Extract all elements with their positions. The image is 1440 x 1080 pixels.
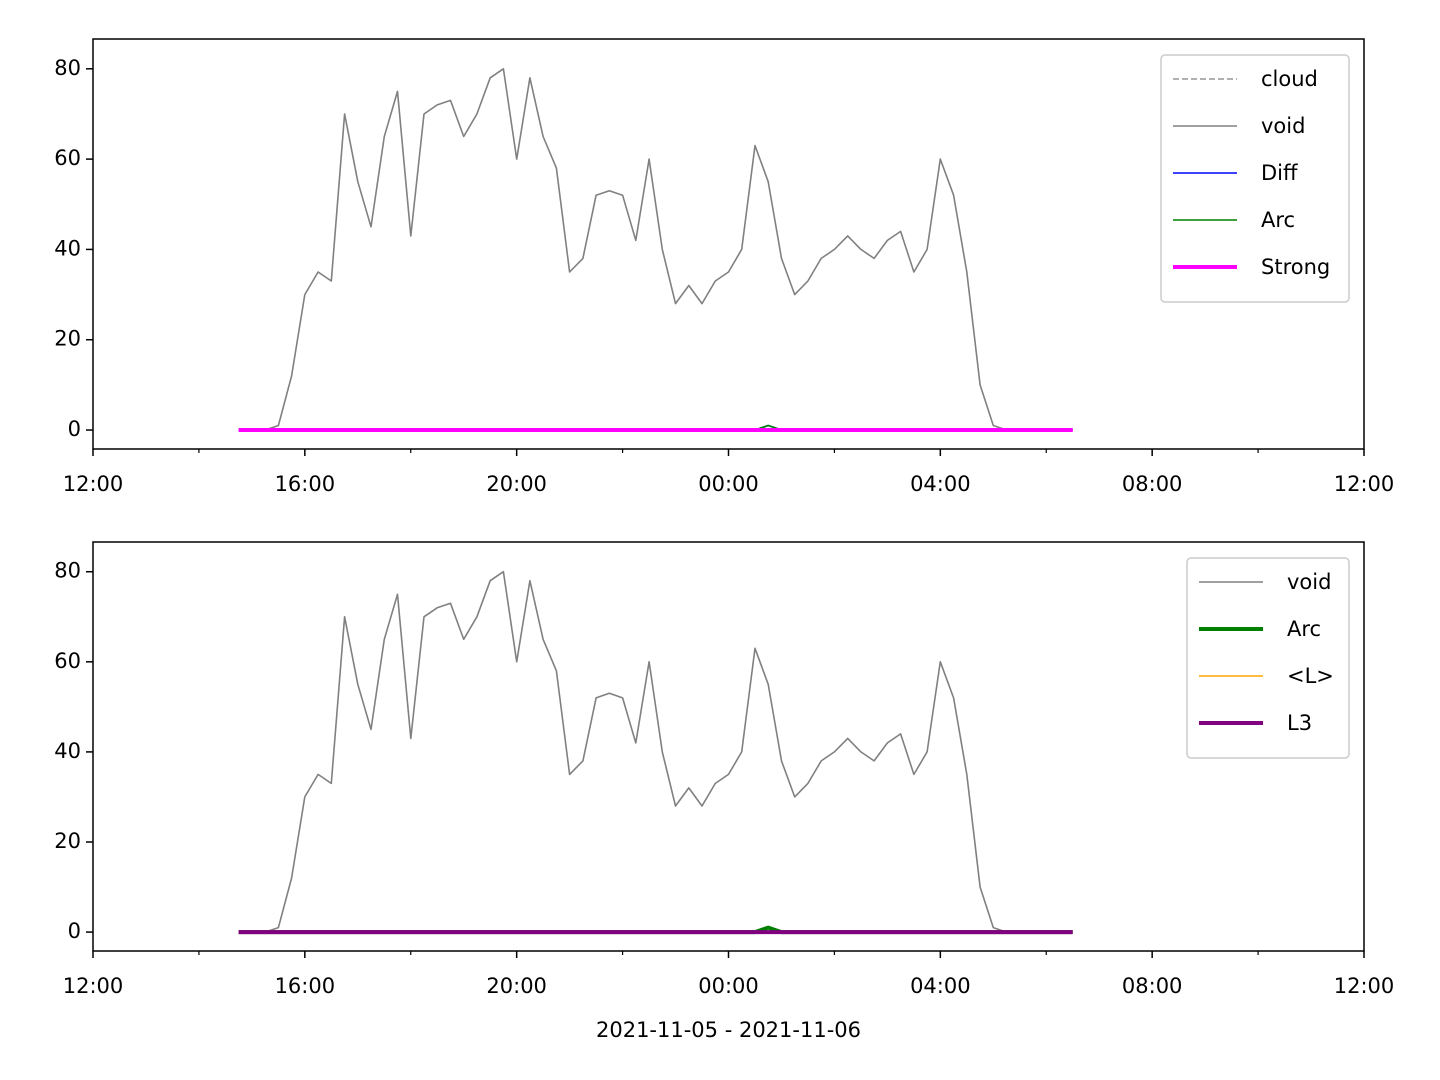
axes-frame	[92, 541, 1365, 952]
legend-label: void	[1287, 570, 1331, 594]
legend-label: void	[1261, 114, 1305, 138]
x-tick-label: 00:00	[698, 974, 759, 998]
x-tick-label: 20:00	[486, 472, 547, 496]
x-tick-label: 04:00	[910, 472, 971, 496]
y-tick-label: 0	[68, 919, 81, 943]
legend-label: L3	[1287, 711, 1312, 735]
legend-box	[1160, 54, 1350, 303]
x-tick-label: 12:00	[63, 472, 124, 496]
legend-label: <L>	[1287, 664, 1334, 688]
series-line	[238, 570, 1073, 933]
legend-label: Diff	[1261, 161, 1298, 185]
x-tick-label: 16:00	[275, 472, 336, 496]
y-tick-label: 40	[54, 236, 81, 260]
x-axis-label: 2021-11-05 - 2021-11-06	[596, 1018, 861, 1042]
x-tick-label: 12:00	[1334, 974, 1395, 998]
x-tick-label: 12:00	[1334, 472, 1395, 496]
legend-label: Strong	[1261, 255, 1330, 279]
series-line	[238, 68, 1073, 431]
y-tick-label: 40	[54, 739, 81, 763]
legend-label: Arc	[1287, 617, 1321, 641]
legend-label: Arc	[1261, 208, 1295, 232]
axes-frame	[92, 38, 1365, 450]
y-tick-label: 60	[54, 146, 81, 170]
legend-label: cloud	[1261, 67, 1318, 91]
x-tick-label: 04:00	[910, 974, 971, 998]
x-tick-label: 08:00	[1122, 472, 1183, 496]
y-tick-label: 20	[54, 327, 81, 351]
x-tick-label: 08:00	[1122, 974, 1183, 998]
y-tick-label: 0	[68, 417, 81, 441]
legend-box	[1186, 557, 1350, 759]
y-tick-label: 20	[54, 829, 81, 853]
x-tick-label: 16:00	[275, 974, 336, 998]
y-tick-label: 80	[54, 559, 81, 583]
x-tick-label: 12:00	[63, 974, 124, 998]
x-tick-label: 00:00	[698, 472, 759, 496]
x-tick-label: 20:00	[486, 974, 547, 998]
y-tick-label: 60	[54, 649, 81, 673]
y-tick-label: 80	[54, 56, 81, 80]
